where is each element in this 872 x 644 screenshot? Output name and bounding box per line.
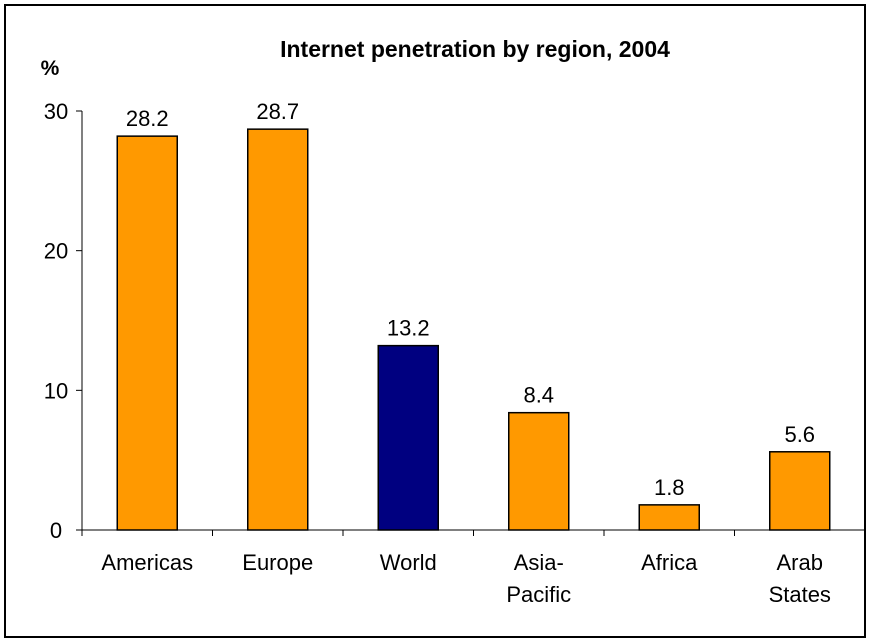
data-label: 13.2 — [387, 316, 430, 341]
y-axis-unit-label: % — [41, 57, 60, 80]
bar — [247, 128, 309, 531]
x-category-label: Arab States — [769, 550, 831, 607]
x-category-label-line: Pacific — [506, 582, 571, 607]
bars — [116, 128, 831, 531]
x-category-label: Europe — [242, 550, 313, 575]
x-category-label-line: States — [769, 582, 831, 607]
y-tick-label: 30 — [44, 99, 68, 124]
data-label: 28.2 — [126, 106, 169, 131]
x-category-label: Americas — [101, 550, 193, 575]
x-category-label-line: Arab — [777, 550, 823, 575]
x-category-label-line: World — [380, 550, 437, 575]
x-category-label: World — [380, 550, 437, 575]
data-labels: 28.2 28.7 13.2 8.4 1.8 5.6 — [126, 99, 815, 500]
y-tick-label: 0 — [50, 518, 62, 543]
x-category-label-line: Africa — [641, 550, 698, 575]
y-tick-label: 20 — [44, 239, 68, 264]
x-category-label: Africa — [641, 550, 698, 575]
data-label: 5.6 — [784, 422, 815, 447]
bar — [769, 451, 831, 531]
data-label: 1.8 — [654, 475, 685, 500]
bar — [508, 411, 570, 531]
x-axis: Americas Europe World Asia- Pacific Africa Ara… — [81, 529, 866, 607]
data-label: 8.4 — [523, 383, 554, 408]
bar — [377, 344, 439, 531]
x-category-label: Asia- Pacific — [506, 550, 571, 607]
x-category-label-line: Americas — [101, 550, 193, 575]
bar — [638, 504, 700, 531]
x-category-label-line: Asia- — [514, 550, 564, 575]
data-label: 28.7 — [256, 99, 299, 124]
x-category-label-line: Europe — [242, 550, 313, 575]
chart-title: Internet penetration by region, 2004 — [280, 36, 670, 62]
y-axis: 0 10 20 30 — [44, 99, 83, 543]
y-tick-label: 10 — [44, 378, 68, 403]
bar — [116, 135, 178, 531]
